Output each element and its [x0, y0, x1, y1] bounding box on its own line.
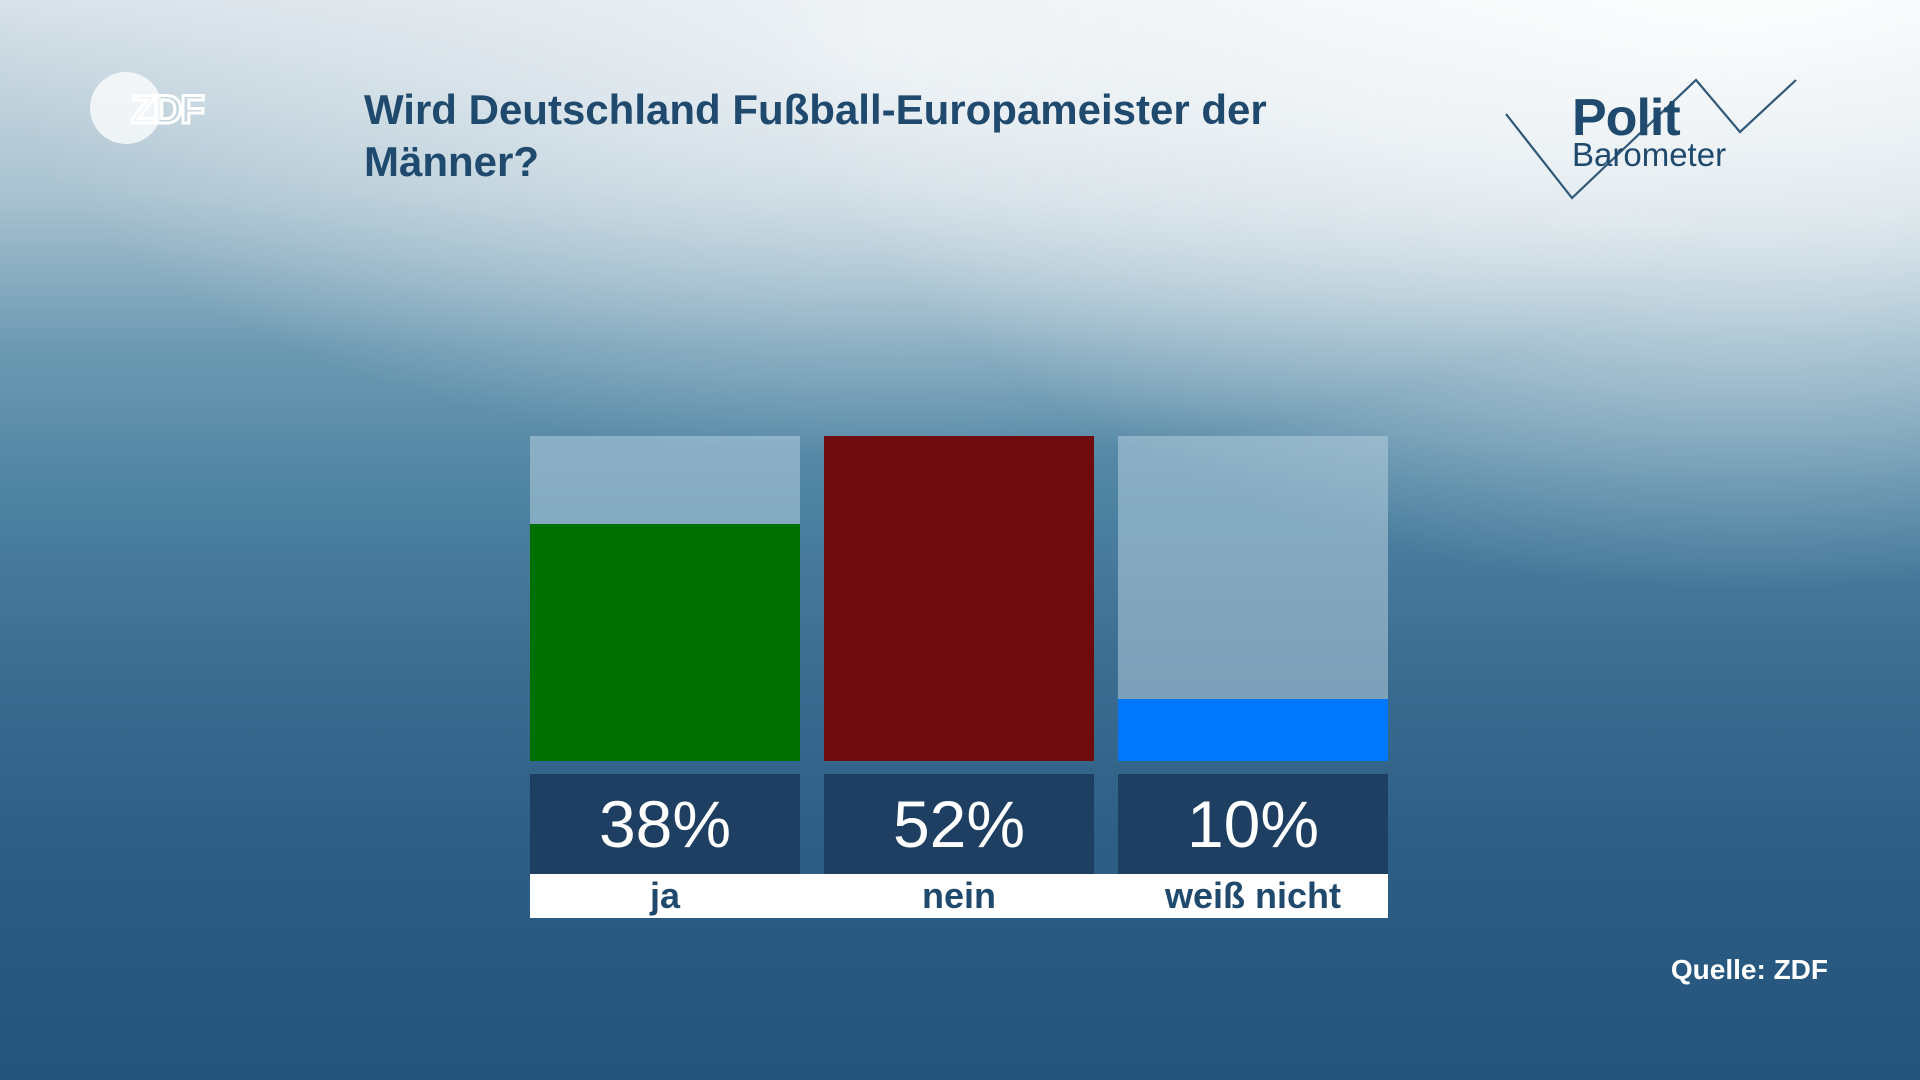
category-label: weiß nicht — [1164, 875, 1341, 916]
source-note: Quelle: ZDF — [1670, 954, 1828, 985]
bar — [530, 523, 800, 761]
value-label: 52% — [824, 774, 1094, 874]
polit-word: Polit — [1572, 89, 1681, 147]
zdf-logo: ZDF — [90, 70, 220, 146]
value-label: 10% — [1118, 774, 1388, 874]
barometer-word: Barometer — [1572, 136, 1727, 173]
category-label: ja — [649, 875, 681, 916]
category-label: nein — [921, 875, 996, 916]
chart-title: Wird Deutschland Fußball-Europameister d… — [364, 86, 1267, 185]
value-label: 38% — [530, 774, 800, 874]
bar — [824, 436, 1094, 761]
zdf-logo-text: ZDF — [131, 88, 203, 132]
category-label-strip — [530, 874, 1388, 918]
bar — [1118, 698, 1388, 761]
politbarometer-logo: Polit Barometer — [1500, 70, 1800, 210]
